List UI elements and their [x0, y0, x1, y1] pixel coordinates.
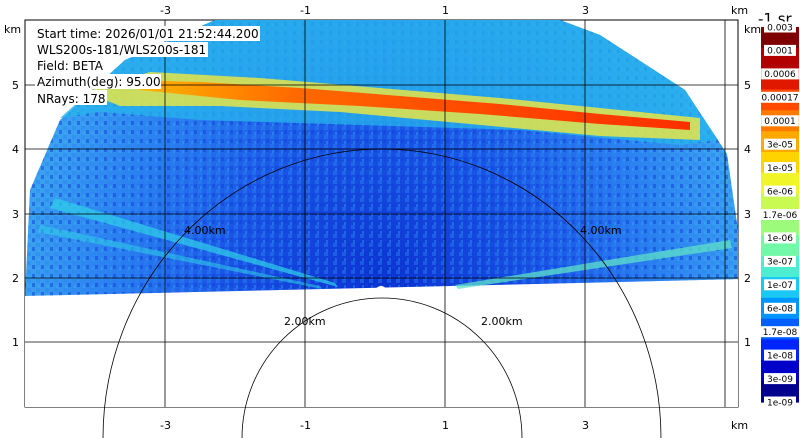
colorbar-label-bg: [764, 255, 796, 267]
colorbar-label: 1.7e-08: [763, 328, 798, 338]
y-tick-left: 5: [12, 79, 19, 92]
colorbar-label: 3e-05: [767, 141, 793, 151]
y-tick-left: 1: [12, 336, 19, 349]
beam-streak-right: [455, 240, 732, 289]
y-tick-left: 3: [12, 208, 19, 221]
near-ground-shadow: [25, 279, 738, 407]
colorbar-label: 1e-08: [767, 351, 793, 361]
colorbar-label-bg: [764, 349, 796, 361]
colorbar-label-bg: [764, 21, 796, 33]
ring-label-2km-right: 2.00km: [481, 315, 523, 328]
colorbar-label: 0.0006: [764, 70, 796, 80]
colorbar-label-bg: [764, 232, 796, 244]
colorbar-label: 0.003: [767, 23, 793, 33]
info-line-bg: [35, 58, 105, 73]
azimuth-text: Azimuth(deg): 95.00: [37, 75, 161, 89]
colorbar-labels: 0.003 0.001 0.0006 0.00017 0.0001 3e-05 1e-05 6…: [758, 21, 800, 408]
y-unit-right: km: [744, 23, 761, 36]
colorbar-label: 1e-07: [767, 281, 793, 291]
colorbar-label-bg: [758, 91, 800, 103]
ring-label-4km-right: 4.00km: [580, 224, 622, 237]
ring-label-4km-left: 4.00km: [184, 224, 226, 237]
scan-image: [25, 20, 738, 407]
y-tick-right: 3: [744, 208, 751, 221]
field-text: Field: BETA: [37, 59, 104, 73]
y-ticks-left: km 5 4 3 2 1: [4, 23, 21, 349]
x-unit-bottom: km: [731, 419, 748, 432]
start-time-text: Start time: 2026/01/01 21:52:44.200: [37, 27, 259, 41]
x-tick-top: 1: [442, 4, 449, 17]
beam-streak-left-2: [38, 225, 322, 289]
info-panel: Start time: 2026/01/01 21:52:44.200 WLS2…: [35, 26, 260, 106]
y-unit-left: km: [4, 23, 21, 36]
colorbar-label: 1e-09: [767, 398, 793, 408]
colorbar-label-bg: [764, 279, 796, 291]
info-line-bg: [35, 74, 161, 89]
colorbar-label-bg: [764, 302, 796, 314]
colorbar-label-bg: [764, 396, 796, 408]
colorbar-label-bg: [764, 162, 796, 174]
colorbar-label: 0.0001: [764, 117, 796, 127]
colorbar-label-bg: [761, 68, 799, 80]
colorbar-label: 6e-08: [767, 305, 793, 315]
info-line-bg: [35, 42, 208, 57]
colorbar-label-bg: [764, 44, 796, 56]
info-line-bg: [35, 26, 260, 41]
y-tick-left: 2: [12, 272, 19, 285]
colorbar-label-bg: [764, 185, 796, 197]
instrument-text: WLS200s-181/WLS200s-181: [37, 43, 206, 57]
colorbar-label: 1e-06: [767, 234, 793, 244]
y-tick-right: 4: [744, 143, 751, 156]
colorbar-label: 0.00017: [761, 94, 798, 104]
x-unit-top: km: [731, 4, 748, 17]
colorbar-label: 3e-09: [767, 375, 793, 385]
nrays-text: NRays: 178: [37, 92, 106, 106]
ring-label-2km-left: 2.00km: [284, 315, 326, 328]
aerosol-layer-core: [120, 80, 690, 130]
ring-2km: [241, 297, 523, 438]
colorbar-label: 0.001: [767, 47, 793, 57]
y-tick-right: 1: [744, 336, 751, 349]
colorbar-label: 1.7e-06: [763, 211, 798, 221]
colorbar-label-bg: [764, 373, 796, 385]
x-ticks-bottom: -3 -1 1 3 km: [160, 419, 748, 432]
colorbar-label: 1e-05: [767, 164, 793, 174]
colorbar-label-bg: [758, 326, 800, 338]
ring-4km: [102, 148, 662, 438]
range-rings: [102, 148, 662, 438]
x-tick-bottom: 1: [442, 419, 449, 432]
colorbar-label-bg: [764, 138, 796, 150]
colorbar-label: 3e-07: [767, 258, 793, 268]
beam-streak-left: [50, 198, 338, 287]
y-tick-left: 4: [12, 143, 19, 156]
colorbar-label-bg: [761, 115, 799, 127]
colorbar-label-bg: [758, 209, 800, 220]
x-tick-bottom: 3: [582, 419, 589, 432]
info-line-bg: [35, 90, 107, 105]
colorbar-label: 6e-06: [767, 187, 793, 197]
x-tick-bottom: -3: [160, 419, 171, 432]
y-tick-right: 5: [744, 79, 751, 92]
radar-origin: [375, 286, 387, 298]
x-tick-top: -1: [300, 4, 311, 17]
y-tick-right: 2: [744, 272, 751, 285]
x-tick-bottom: -1: [300, 419, 311, 432]
grid: [25, 20, 738, 407]
x-ticks-top: -3 -1 1 3 km: [160, 4, 748, 17]
x-tick-top: 3: [582, 4, 589, 17]
x-tick-top: -3: [160, 4, 171, 17]
y-ticks-right: km 5 4 3 2 1: [744, 23, 761, 349]
